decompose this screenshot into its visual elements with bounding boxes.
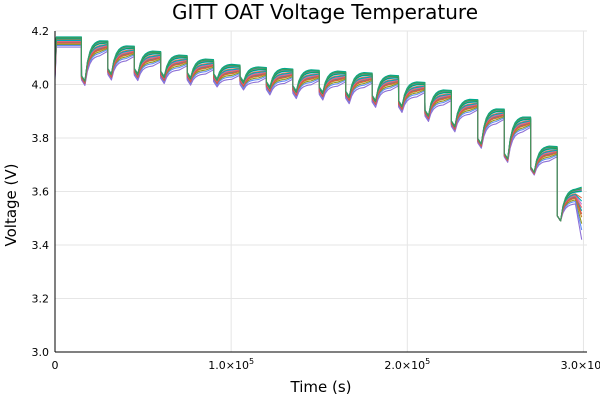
y-tick-label: 3.8	[32, 132, 50, 145]
y-tick-label: 3.4	[32, 239, 50, 252]
x-tick-label: 2.0×105	[384, 357, 430, 372]
tick-labels: 3.0 3.2 3.4 3.6 3.8 4.0 4.2 0 1.0×105 2.0×105 3.0×…	[32, 25, 600, 372]
series-line-16	[55, 46, 583, 240]
x-tick-label: 3.0×105	[561, 357, 600, 372]
y-tick-label: 4.2	[32, 25, 50, 38]
series-line-10	[55, 43, 583, 224]
y-tick-label: 3.2	[32, 293, 50, 306]
series-line-17	[55, 42, 583, 222]
series-line-14	[55, 41, 583, 222]
series-line-11	[55, 40, 583, 222]
x-tick-label: 1.0×105	[208, 357, 254, 372]
y-tick-label: 4.0	[32, 79, 50, 92]
series-line-18	[55, 37, 582, 222]
axes	[54, 31, 587, 353]
series-line-13	[55, 44, 583, 231]
y-axis-label: Voltage (V)	[2, 164, 20, 247]
x-tick-label: 0	[52, 359, 59, 372]
chart-title: GITT OAT Voltage Temperature	[172, 0, 478, 24]
x-axis-label: Time (s)	[290, 378, 352, 396]
series-group	[55, 36, 583, 240]
y-tick-label: 3.6	[32, 186, 50, 199]
grid	[54, 30, 587, 353]
y-tick-label: 3.0	[32, 346, 50, 359]
